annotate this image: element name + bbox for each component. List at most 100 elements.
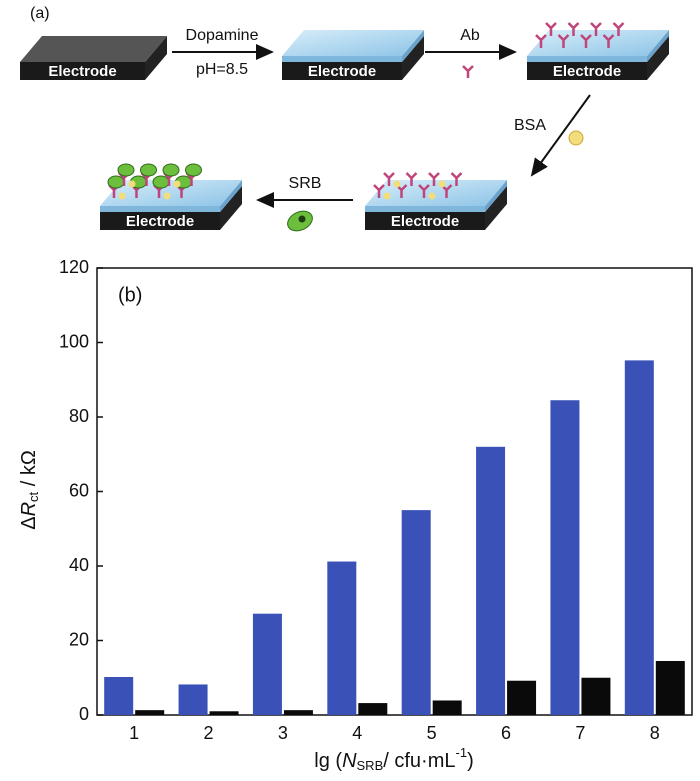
coating-front <box>282 56 402 62</box>
bsa <box>163 192 171 200</box>
antibody <box>590 22 602 36</box>
bsa <box>438 180 446 188</box>
bar <box>507 680 537 715</box>
y-label-part: ct <box>26 491 41 502</box>
y-tick-label: 0 <box>79 704 89 724</box>
bar <box>432 700 462 715</box>
bar <box>104 677 134 715</box>
antibody <box>602 34 615 48</box>
bsa <box>128 180 136 188</box>
bar <box>209 711 239 715</box>
panel-label: (a) <box>30 5 50 22</box>
bacterium <box>117 163 135 177</box>
slab-side <box>647 36 669 80</box>
slab-top <box>20 36 167 62</box>
bar <box>401 510 431 715</box>
bar <box>283 710 313 715</box>
electrode-label: Electrode <box>308 63 376 80</box>
bacterium <box>162 163 180 177</box>
bar <box>252 613 282 715</box>
bar <box>178 684 208 715</box>
antibody <box>418 184 430 198</box>
y-tick-label: 40 <box>69 555 89 575</box>
slab-side <box>145 36 167 80</box>
bar <box>655 660 685 715</box>
step-label: Dopamine <box>186 27 259 44</box>
step-sublabel: pH=8.5 <box>196 61 248 78</box>
bsa-icon <box>568 130 584 146</box>
bsa <box>383 192 391 200</box>
antibody <box>535 34 547 48</box>
x-label-part: / cfu·mL <box>383 750 455 772</box>
slab-side <box>402 36 424 80</box>
y-tick-label: 120 <box>59 257 89 277</box>
slab-side <box>485 186 507 230</box>
bsa <box>118 192 126 200</box>
antibody <box>373 184 385 198</box>
coating-side <box>402 30 424 62</box>
x-tick-label: 5 <box>427 723 437 743</box>
bacterium <box>185 163 202 177</box>
antibody <box>428 172 440 186</box>
slab-front <box>527 62 647 80</box>
bar <box>358 703 388 715</box>
slab-front <box>282 62 402 80</box>
step-label: SRB <box>289 175 322 192</box>
slab-front <box>20 62 145 80</box>
antibody <box>450 172 463 186</box>
coating-side <box>485 180 507 212</box>
slab-top <box>282 30 424 56</box>
electrode-label: Electrode <box>553 63 621 80</box>
antibody <box>567 22 580 36</box>
panel-label: (b) <box>118 284 142 306</box>
bar <box>550 400 580 715</box>
slab-top <box>527 30 669 56</box>
x-tick-label: 3 <box>278 723 288 743</box>
antibody <box>580 34 592 48</box>
coating-side <box>220 180 242 212</box>
plot-frame <box>96 267 693 716</box>
antibody <box>383 172 395 186</box>
y-tick-label: 60 <box>69 480 89 500</box>
bacterium <box>107 175 125 189</box>
x-label-part: ) <box>467 750 474 772</box>
x-tick-label: 2 <box>204 723 214 743</box>
antibody <box>405 172 418 186</box>
y-tick-label: 80 <box>69 406 89 426</box>
antibody-icon <box>462 65 474 78</box>
coating-side <box>647 30 669 62</box>
bar <box>476 446 506 715</box>
x-tick-label: 6 <box>501 723 511 743</box>
x-tick-label: 7 <box>575 723 585 743</box>
x-tick-label: 4 <box>352 723 362 743</box>
coating-front <box>365 206 485 212</box>
y-tick-label: 100 <box>59 331 89 351</box>
x-axis-label: lg (NSRB/ cfu·mL-1) <box>314 745 473 773</box>
arrow <box>530 94 591 177</box>
x-label-part: SRB <box>357 758 384 773</box>
antibody <box>612 22 625 36</box>
y-label-part: R <box>18 502 40 516</box>
bar <box>581 677 611 715</box>
x-label-part: -1 <box>456 745 468 760</box>
bsa <box>393 180 401 188</box>
bar <box>135 710 165 715</box>
bacterium <box>140 163 157 177</box>
bacterium <box>152 175 170 189</box>
coating-front <box>527 56 647 62</box>
slab-front <box>100 212 220 230</box>
y-label-part: Δ <box>18 516 40 529</box>
step-label: BSA <box>514 117 546 134</box>
x-tick-label: 1 <box>129 723 139 743</box>
antibody <box>545 22 557 36</box>
bar <box>327 561 357 715</box>
x-label-part: lg ( <box>314 750 342 772</box>
slab-top <box>365 180 507 206</box>
electrode-label: Electrode <box>391 213 459 230</box>
schematic: (a) Dopamine pH=8.5 Ab BSA SRB Electrode… <box>20 5 669 232</box>
y-tick-label: 20 <box>69 629 89 649</box>
slab-side <box>220 186 242 230</box>
coating-front <box>100 206 220 212</box>
bsa <box>428 192 436 200</box>
